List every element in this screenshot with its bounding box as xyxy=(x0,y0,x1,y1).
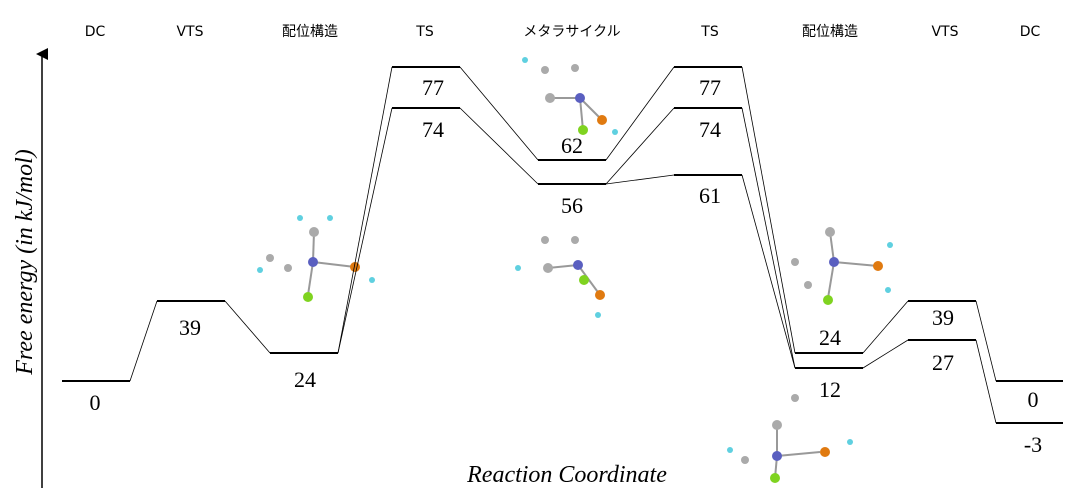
energy-label: 0 xyxy=(90,390,101,415)
energy-label: -3 xyxy=(1024,432,1042,457)
column-header: VTS xyxy=(931,24,958,40)
energy-label: 24 xyxy=(294,367,316,392)
energy-label: 0 xyxy=(1028,387,1039,412)
energy-label: 77 xyxy=(422,75,444,100)
energy-label: 61 xyxy=(699,183,721,208)
connector xyxy=(742,67,795,353)
connector xyxy=(742,175,795,368)
connector xyxy=(976,340,996,423)
energy-label: 74 xyxy=(422,117,444,142)
connector xyxy=(338,67,392,353)
connector xyxy=(338,108,392,353)
energy-label: 12 xyxy=(819,377,841,402)
connector xyxy=(225,301,270,353)
energy-label: 62 xyxy=(561,133,583,158)
molecule xyxy=(727,394,853,483)
energy-label: 39 xyxy=(932,305,954,330)
connector xyxy=(863,301,908,353)
energy-label: 39 xyxy=(179,315,201,340)
molecule xyxy=(791,227,893,305)
column-header: メタラサイクル xyxy=(523,24,620,40)
column-header: 配位構造 xyxy=(802,24,858,40)
column-header: 配位構造 xyxy=(282,24,338,40)
column-header: DC xyxy=(1020,24,1041,40)
molecule xyxy=(257,215,375,302)
energy-label: 77 xyxy=(699,75,721,100)
connector xyxy=(976,301,996,381)
x-axis-label: Reaction Coordinate xyxy=(466,462,667,488)
column-header: TS xyxy=(415,24,434,40)
molecule xyxy=(515,236,605,318)
connector xyxy=(130,301,157,381)
column-header: TS xyxy=(700,24,719,40)
connector xyxy=(742,108,795,368)
energy-label: 24 xyxy=(819,325,841,350)
column-header: VTS xyxy=(176,24,203,40)
column-header: DC xyxy=(85,24,106,40)
y-axis-label: Free energy (in kJ/mol) xyxy=(12,149,38,375)
connector xyxy=(863,340,908,368)
energy-diagram: Free energy (in kJ/mol) Reaction Coordin… xyxy=(0,0,1078,491)
energy-label: 74 xyxy=(699,117,721,142)
energy-label: 56 xyxy=(561,193,583,218)
molecule xyxy=(522,57,618,135)
energy-label: 27 xyxy=(932,350,954,375)
connector xyxy=(606,175,674,184)
